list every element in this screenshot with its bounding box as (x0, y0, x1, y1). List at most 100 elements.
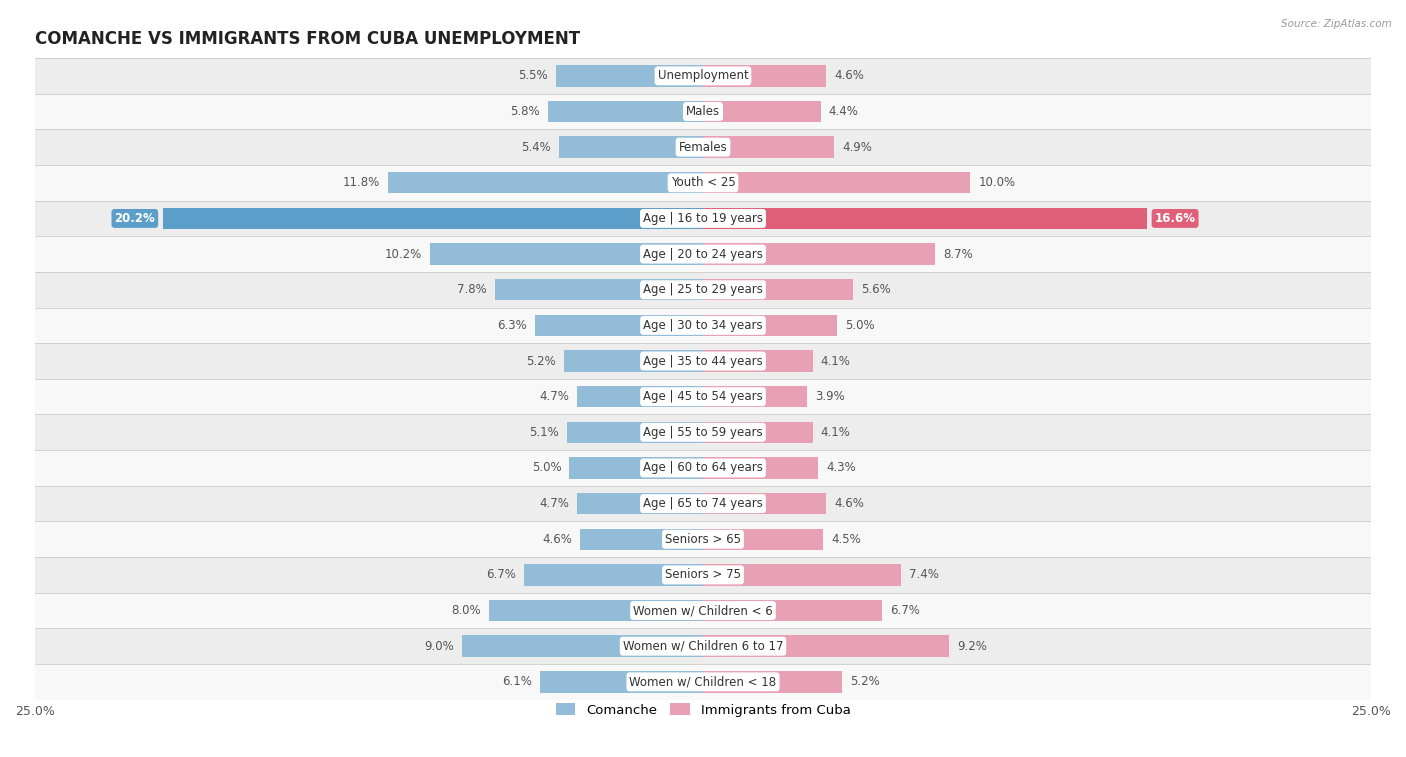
Text: 8.0%: 8.0% (451, 604, 481, 617)
Bar (35, 593, 1371, 628)
Legend: Comanche, Immigrants from Cuba: Comanche, Immigrants from Cuba (550, 698, 856, 722)
Text: Women w/ Children < 6: Women w/ Children < 6 (633, 604, 773, 617)
Text: 6.3%: 6.3% (496, 319, 527, 332)
Bar (703, 600, 882, 621)
Text: Source: ZipAtlas.com: Source: ZipAtlas.com (1281, 19, 1392, 29)
Text: Age | 35 to 44 years: Age | 35 to 44 years (643, 354, 763, 367)
Bar (703, 564, 901, 586)
Bar (35, 628, 1371, 664)
Bar (703, 279, 852, 301)
Text: 4.7%: 4.7% (540, 390, 569, 403)
Text: 5.0%: 5.0% (845, 319, 875, 332)
Bar (463, 635, 703, 657)
Text: 4.6%: 4.6% (834, 497, 863, 510)
Bar (430, 244, 703, 265)
Text: 5.5%: 5.5% (519, 70, 548, 83)
Text: Women w/ Children 6 to 17: Women w/ Children 6 to 17 (623, 640, 783, 653)
Bar (35, 378, 1371, 415)
Text: 8.7%: 8.7% (943, 248, 973, 260)
Text: 6.7%: 6.7% (486, 569, 516, 581)
Bar (35, 307, 1371, 343)
Text: Females: Females (679, 141, 727, 154)
Bar (35, 236, 1371, 272)
Text: Youth < 25: Youth < 25 (671, 176, 735, 189)
Bar (703, 671, 842, 693)
Bar (534, 315, 703, 336)
Text: 5.8%: 5.8% (510, 105, 540, 118)
Text: 20.2%: 20.2% (114, 212, 155, 225)
Text: 4.4%: 4.4% (828, 105, 859, 118)
Text: 5.6%: 5.6% (860, 283, 890, 296)
Text: 7.8%: 7.8% (457, 283, 486, 296)
Text: 5.0%: 5.0% (531, 462, 561, 475)
Text: Unemployment: Unemployment (658, 70, 748, 83)
Bar (555, 65, 703, 86)
Bar (35, 94, 1371, 129)
Text: 4.5%: 4.5% (831, 533, 860, 546)
Text: Age | 16 to 19 years: Age | 16 to 19 years (643, 212, 763, 225)
Bar (35, 557, 1371, 593)
Bar (703, 528, 824, 550)
Text: 9.0%: 9.0% (425, 640, 454, 653)
Bar (703, 457, 818, 478)
Text: COMANCHE VS IMMIGRANTS FROM CUBA UNEMPLOYMENT: COMANCHE VS IMMIGRANTS FROM CUBA UNEMPLO… (35, 30, 581, 48)
Bar (35, 201, 1371, 236)
Bar (35, 664, 1371, 699)
Text: Age | 55 to 59 years: Age | 55 to 59 years (643, 425, 763, 439)
Bar (703, 207, 1147, 229)
Bar (489, 600, 703, 621)
Bar (35, 450, 1371, 486)
Text: 4.1%: 4.1% (821, 354, 851, 367)
Bar (35, 165, 1371, 201)
Bar (703, 350, 813, 372)
Text: Age | 65 to 74 years: Age | 65 to 74 years (643, 497, 763, 510)
Text: 5.1%: 5.1% (529, 425, 558, 439)
Text: Seniors > 65: Seniors > 65 (665, 533, 741, 546)
Text: 3.9%: 3.9% (815, 390, 845, 403)
Text: 7.4%: 7.4% (908, 569, 939, 581)
Text: Seniors > 75: Seniors > 75 (665, 569, 741, 581)
Bar (703, 386, 807, 407)
Text: Males: Males (686, 105, 720, 118)
Bar (35, 343, 1371, 378)
Bar (35, 58, 1371, 94)
Bar (524, 564, 703, 586)
Text: 6.7%: 6.7% (890, 604, 920, 617)
Bar (581, 528, 703, 550)
Bar (540, 671, 703, 693)
Bar (35, 522, 1371, 557)
Bar (163, 207, 703, 229)
Text: 4.1%: 4.1% (821, 425, 851, 439)
Text: Age | 45 to 54 years: Age | 45 to 54 years (643, 390, 763, 403)
Text: 4.6%: 4.6% (543, 533, 572, 546)
Text: 5.4%: 5.4% (522, 141, 551, 154)
Text: 11.8%: 11.8% (343, 176, 380, 189)
Bar (495, 279, 703, 301)
Text: 6.1%: 6.1% (502, 675, 531, 688)
Bar (548, 101, 703, 122)
Text: Age | 20 to 24 years: Age | 20 to 24 years (643, 248, 763, 260)
Bar (578, 493, 703, 514)
Bar (388, 172, 703, 194)
Text: Women w/ Children < 18: Women w/ Children < 18 (630, 675, 776, 688)
Bar (703, 315, 837, 336)
Text: 4.6%: 4.6% (834, 70, 863, 83)
Bar (558, 136, 703, 158)
Text: 10.0%: 10.0% (979, 176, 1015, 189)
Text: 9.2%: 9.2% (957, 640, 987, 653)
Bar (703, 635, 949, 657)
Bar (35, 272, 1371, 307)
Text: 5.2%: 5.2% (526, 354, 555, 367)
Bar (35, 415, 1371, 450)
Bar (567, 422, 703, 443)
Text: Age | 60 to 64 years: Age | 60 to 64 years (643, 462, 763, 475)
Bar (578, 386, 703, 407)
Bar (703, 65, 825, 86)
Bar (703, 493, 825, 514)
Bar (703, 172, 970, 194)
Text: Age | 30 to 34 years: Age | 30 to 34 years (643, 319, 763, 332)
Text: 4.9%: 4.9% (842, 141, 872, 154)
Bar (703, 244, 935, 265)
Bar (703, 136, 834, 158)
Text: 4.7%: 4.7% (540, 497, 569, 510)
